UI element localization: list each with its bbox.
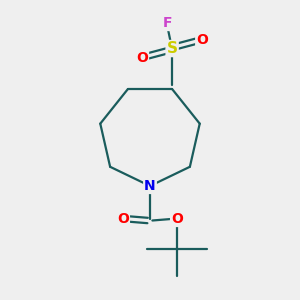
Text: O: O (171, 212, 183, 226)
Text: O: O (196, 33, 208, 46)
Text: N: N (144, 179, 156, 193)
Text: O: O (136, 51, 148, 64)
Text: S: S (167, 41, 178, 56)
Text: F: F (163, 16, 172, 30)
Text: O: O (117, 212, 129, 226)
